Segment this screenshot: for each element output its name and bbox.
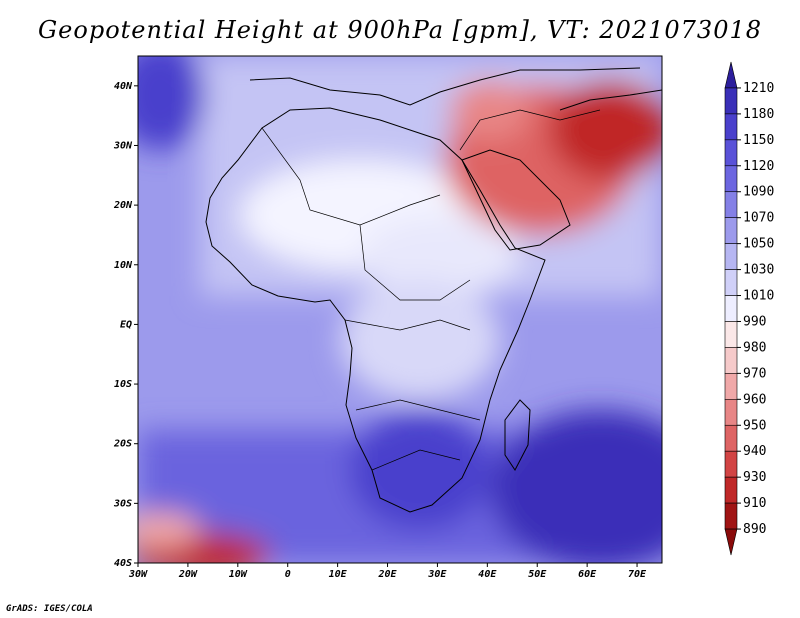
grads-credit: GrADS: IGES/COLA <box>6 604 93 614</box>
y-tick-label: 10N <box>114 260 133 271</box>
y-tick-label: 30N <box>113 140 133 151</box>
field-indian-ocean <box>490 410 662 563</box>
x-tick-label: 20W <box>178 569 198 580</box>
field-south-atlantic-rim <box>138 512 200 548</box>
borders <box>261 109 601 471</box>
colorbar-label: 1070 <box>743 211 774 226</box>
colorbar-top-arrow <box>724 61 738 89</box>
colorbar-band <box>724 502 738 530</box>
field-north-atlantic <box>138 56 205 150</box>
colorbar-band <box>724 269 738 296</box>
coastlines <box>205 67 662 513</box>
field-sahel <box>360 215 520 295</box>
x-tick-label: 10W <box>229 569 248 580</box>
colorbar-label: 1180 <box>743 107 774 122</box>
y-tick-label: 20N <box>113 200 133 211</box>
colorbar: 1210 1180 1150 1120 1090 1070 1050 1030 1010 990 9… <box>724 61 774 556</box>
colorbar-label: 1090 <box>743 185 774 200</box>
colorbar-label: 950 <box>743 418 766 433</box>
colorbar-band <box>724 87 738 115</box>
x-axis: 30W 20W 10W 0 10E 20E 30E 40E 50E 60E 70E <box>128 563 647 580</box>
colorbar-band <box>724 476 738 504</box>
colorbar-label: 1210 <box>743 81 774 96</box>
x-tick-label: 20E <box>377 569 397 580</box>
x-tick-label: 60E <box>578 569 597 580</box>
field-layer <box>138 56 662 563</box>
border-central <box>344 319 471 331</box>
arabia-coast <box>461 149 571 251</box>
y-axis: 40N 30N 20N 10N EQ 10S 20S 30S 40S <box>113 81 138 569</box>
border-sahara <box>261 127 441 226</box>
field-iran <box>550 80 662 180</box>
colorbar-band <box>724 295 738 322</box>
colorbar-band <box>724 113 738 141</box>
colorbar-label: 990 <box>743 314 766 329</box>
colorbar-label: 930 <box>743 470 766 485</box>
x-tick-label: 10E <box>329 569 348 580</box>
y-tick-label: 40S <box>114 558 132 569</box>
x-tick-label: 40E <box>478 569 497 580</box>
y-tick-label: 30S <box>113 498 132 509</box>
colorbar-band <box>724 139 738 167</box>
y-tick-label: EQ <box>120 319 132 330</box>
colorbar-band <box>724 399 738 426</box>
colorbar-label: 940 <box>743 444 766 459</box>
x-tick-label: 70E <box>628 569 647 580</box>
colorbar-label: 960 <box>743 392 766 407</box>
x-tick-label: 30E <box>427 569 447 580</box>
madagascar-coast <box>504 399 531 471</box>
field-southern-africa <box>350 410 490 530</box>
colorbar-band <box>724 165 738 193</box>
map-title: Geopotential Height at 900hPa [gpm], VT:… <box>38 16 762 44</box>
colorbar-label: 1150 <box>743 133 774 148</box>
mediterranean-coast <box>249 67 641 106</box>
colorbar-label: 1010 <box>743 289 774 304</box>
colorbar-label: 1120 <box>743 159 774 174</box>
colorbar-band <box>724 321 738 348</box>
africa-coast <box>205 107 546 513</box>
field-levant <box>450 80 530 140</box>
y-tick-label: 20S <box>113 439 132 450</box>
colorbar-label: 980 <box>743 340 766 355</box>
colorbar-band <box>724 450 738 478</box>
border-southern <box>371 449 461 471</box>
border-sahel <box>359 224 471 301</box>
plot-frame <box>137 55 663 564</box>
colorbar-label: 970 <box>743 366 766 381</box>
colorbar-band <box>724 424 738 452</box>
x-tick-label: 0 <box>285 569 291 580</box>
colorbar-bottom-arrow <box>724 528 738 556</box>
field-central-africa <box>340 280 500 400</box>
colorbar-band <box>724 191 738 218</box>
x-tick-label: 30W <box>128 569 148 580</box>
y-tick-label: 10S <box>114 379 132 390</box>
border-middle-east <box>459 109 601 151</box>
colorbar-band <box>724 217 738 244</box>
colorbar-band <box>724 347 738 374</box>
colorbar-label: 1050 <box>743 237 774 252</box>
colorbar-label: 890 <box>743 522 766 537</box>
colorbar-label: 910 <box>743 496 766 511</box>
colorbar-band <box>724 373 738 400</box>
colorbar-band <box>724 243 738 270</box>
y-tick-label: 40N <box>114 81 133 92</box>
x-tick-label: 50E <box>528 569 547 580</box>
colorbar-label: 1030 <box>743 263 774 278</box>
asia-coast <box>559 89 662 111</box>
border-south-central <box>355 399 481 421</box>
